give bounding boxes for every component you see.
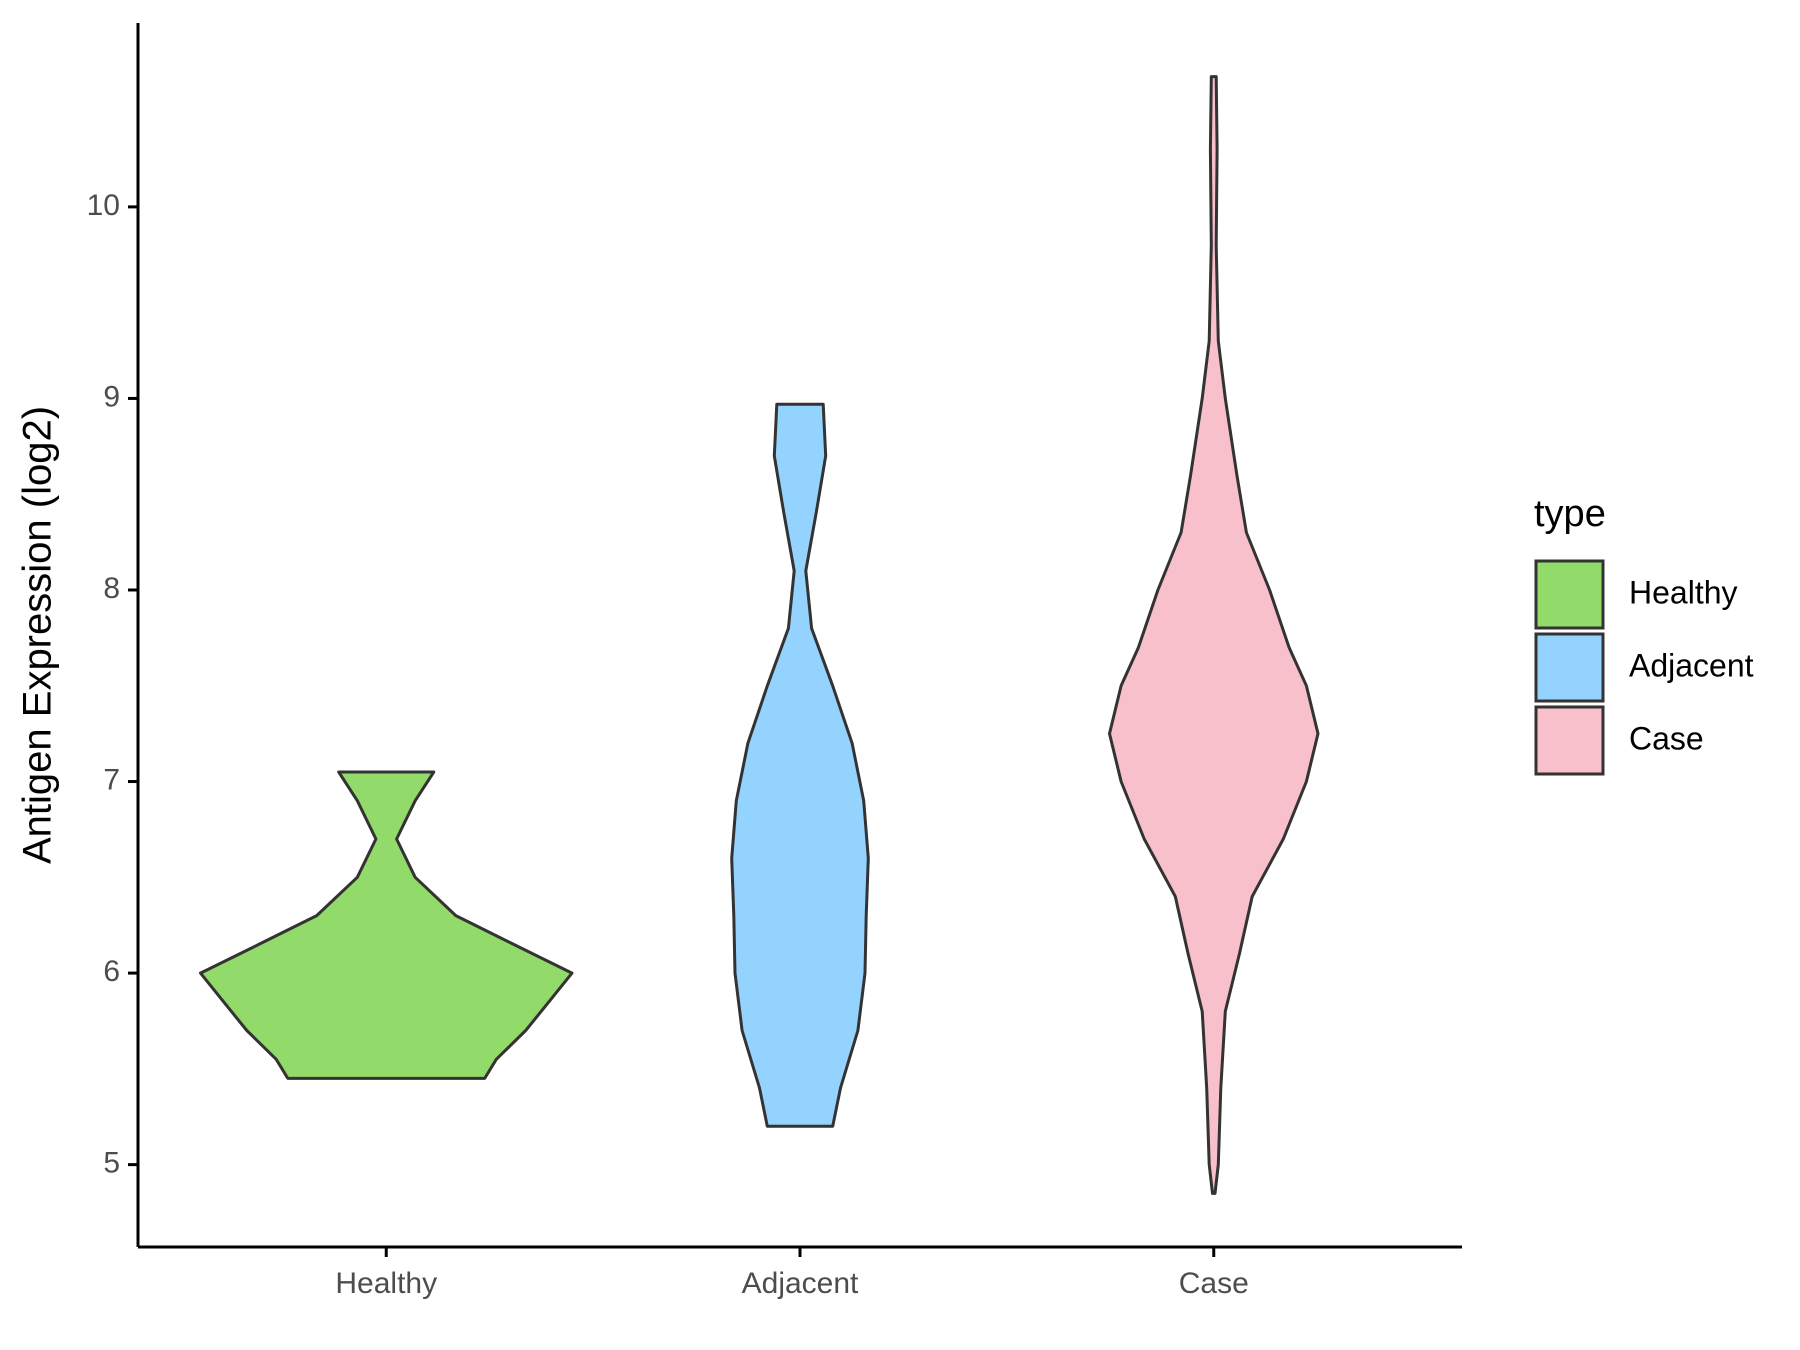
legend-key — [1534, 705, 1605, 776]
legend-key — [1534, 632, 1605, 703]
y-tick-label: 9 — [103, 380, 120, 413]
violin — [199, 770, 574, 1080]
y-tick-label: 10 — [87, 189, 120, 222]
y-tick-label: 8 — [103, 572, 120, 605]
y-axis-label: Antigen Expression (log2) — [16, 406, 60, 864]
legend-title: type — [1534, 493, 1606, 535]
y-tick-label: 6 — [103, 955, 120, 988]
legend-label: Healthy — [1629, 574, 1738, 610]
legend-label: Adjacent — [1629, 647, 1754, 683]
legend-key — [1534, 559, 1605, 630]
y-tick-label: 5 — [103, 1147, 120, 1180]
x-tick-label: Healthy — [335, 1267, 437, 1300]
x-tick-label: Case — [1179, 1267, 1249, 1300]
legend-label: Case — [1629, 720, 1704, 756]
violin — [1108, 75, 1320, 1195]
y-tick-label: 7 — [103, 763, 120, 796]
violin — [730, 402, 870, 1128]
x-tick-label: Adjacent — [742, 1267, 859, 1300]
